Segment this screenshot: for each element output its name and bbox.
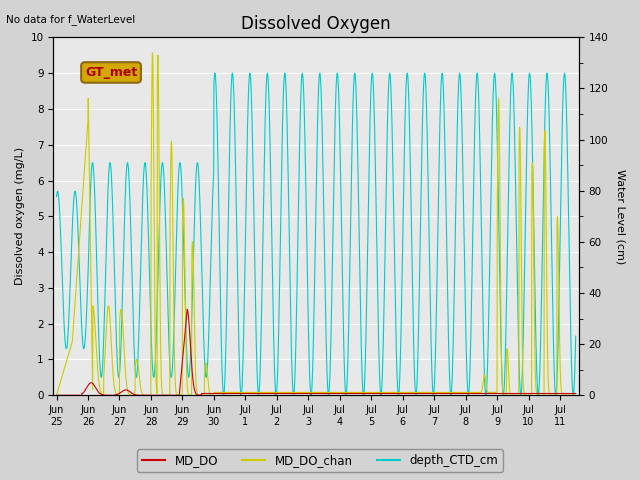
depth_CTD_cm bbox=[79, 343, 87, 348]
depth_CTD_cm bbox=[462, 331, 470, 337]
depth_CTD_cm bbox=[292, 356, 300, 361]
MD_DO_chan bbox=[305, 390, 313, 396]
Title: Dissolved Oxygen: Dissolved Oxygen bbox=[241, 15, 391, 33]
depth_CTD_cm bbox=[557, 187, 564, 193]
MD_DO bbox=[557, 391, 564, 396]
MD_DO_chan bbox=[292, 390, 300, 396]
MD_DO_chan bbox=[461, 390, 469, 396]
MD_DO_chan bbox=[149, 50, 157, 56]
MD_DO_chan bbox=[52, 392, 60, 398]
Line: MD_DO_chan: MD_DO_chan bbox=[56, 53, 576, 395]
MD_DO bbox=[461, 391, 469, 396]
Text: No data for f_WaterLevel: No data for f_WaterLevel bbox=[6, 14, 136, 25]
MD_DO bbox=[572, 391, 580, 396]
depth_CTD_cm bbox=[456, 70, 463, 76]
depth_CTD_cm bbox=[557, 173, 565, 179]
Text: GT_met: GT_met bbox=[85, 66, 137, 79]
MD_DO bbox=[79, 390, 87, 396]
MD_DO bbox=[292, 391, 300, 396]
Line: MD_DO: MD_DO bbox=[56, 310, 576, 395]
MD_DO_chan bbox=[572, 392, 580, 398]
MD_DO bbox=[557, 391, 564, 396]
Line: depth_CTD_cm: depth_CTD_cm bbox=[56, 73, 576, 395]
MD_DO bbox=[183, 307, 191, 312]
MD_DO bbox=[52, 392, 60, 398]
Legend: MD_DO, MD_DO_chan, depth_CTD_cm: MD_DO, MD_DO_chan, depth_CTD_cm bbox=[137, 449, 503, 472]
depth_CTD_cm bbox=[52, 194, 60, 200]
depth_CTD_cm bbox=[572, 333, 580, 339]
MD_DO bbox=[305, 391, 313, 396]
MD_DO_chan bbox=[557, 384, 564, 389]
depth_CTD_cm bbox=[255, 392, 262, 398]
MD_DO_chan bbox=[557, 379, 564, 384]
MD_DO_chan bbox=[79, 187, 87, 192]
Y-axis label: Water Level (cm): Water Level (cm) bbox=[615, 168, 625, 264]
Y-axis label: Dissolved oxygen (mg/L): Dissolved oxygen (mg/L) bbox=[15, 147, 25, 286]
depth_CTD_cm bbox=[305, 360, 313, 366]
